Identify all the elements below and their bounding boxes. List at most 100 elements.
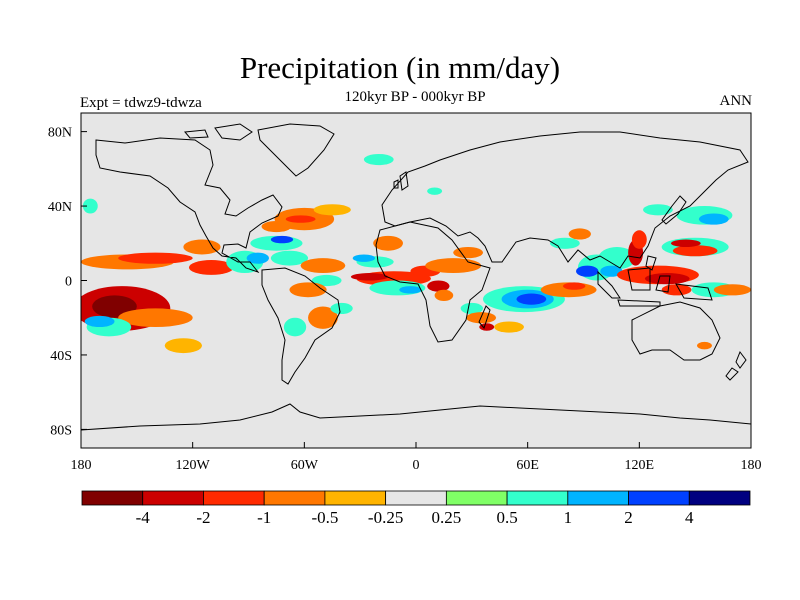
- coast-arctic-islands: [184, 123, 253, 141]
- y-tick-label-1: 40N: [48, 200, 72, 215]
- anomaly-blob-57: [670, 239, 701, 247]
- colorbar-label-9: 4: [685, 508, 694, 527]
- coast-new-zealand: [725, 350, 747, 381]
- colorbar-swatch-8: [567, 490, 629, 506]
- coast-antarctica: [81, 403, 751, 431]
- coast-north-america: [95, 137, 283, 274]
- anomaly-blob-53: [644, 273, 690, 285]
- anomaly-blob-45: [563, 282, 586, 290]
- anomaly-blob-67: [568, 228, 591, 240]
- anomaly-blob-9: [183, 239, 221, 255]
- colorbar-label-3: -0.5: [311, 508, 338, 527]
- plot-title: Precipitation (in mm/day): [239, 50, 561, 85]
- anomaly-blob-34: [434, 289, 454, 301]
- anomaly-blob-5: [84, 315, 115, 328]
- axis-ticks: 180 120W 60W 0 60E 120E 180 80N 40N 0 40S 80S: [48, 126, 762, 473]
- x-tick-label-1: 120W: [176, 458, 211, 473]
- anomaly-blob-17: [285, 215, 316, 223]
- x-tick-label-2: 60W: [291, 458, 319, 473]
- experiment-label: Expt = tdwz9-tdwza: [80, 95, 202, 111]
- anomaly-blob-3: [164, 338, 202, 354]
- colorbar-label-7: 1: [564, 508, 573, 527]
- colorbar-label-1: -2: [196, 508, 210, 527]
- coast-australia: [631, 301, 721, 361]
- coast-greenland: [257, 123, 335, 177]
- anomaly-blob-60: [643, 204, 673, 216]
- x-tick-label-5: 120E: [625, 458, 655, 473]
- colorbar-label-0: -4: [136, 508, 151, 527]
- plot-subtitle: 120kyr BP - 000kyr BP: [344, 89, 486, 105]
- colorbar-label-4: -0.25: [368, 508, 403, 527]
- anomaly-blob-56: [672, 245, 718, 257]
- anomaly-blob-49: [600, 265, 623, 277]
- anomaly-blob-36: [453, 247, 483, 259]
- anomaly-blob-62: [713, 284, 751, 296]
- anomaly-blob-37: [460, 302, 484, 314]
- colorbar-label-2: -1: [257, 508, 271, 527]
- y-tick-label-3: 40S: [50, 349, 72, 364]
- anomaly-blob-48: [598, 246, 636, 270]
- colorbar-swatch-0: [81, 490, 144, 506]
- anomaly-blob-24: [330, 302, 353, 314]
- anomaly-blob-59: [698, 213, 729, 225]
- anomaly-blob-39: [479, 323, 495, 331]
- colorbar-swatch-10: [688, 490, 751, 506]
- anomaly-blob-13: [270, 235, 294, 244]
- anomaly-blob-29: [350, 273, 389, 281]
- coast-japan: [661, 195, 687, 225]
- x-tick-label-6: 180: [741, 458, 762, 473]
- anomaly-blob-51: [631, 230, 647, 249]
- coast-british-isles: [393, 171, 409, 191]
- colorbar-swatch-9: [628, 490, 690, 506]
- anomaly-blob-1: [92, 295, 137, 318]
- anomaly-blob-27: [352, 254, 376, 262]
- anomaly-blob-22: [308, 306, 338, 329]
- anomaly-blob-65: [427, 187, 443, 195]
- coast-africa: [375, 221, 491, 343]
- anomaly-blob-31: [399, 286, 422, 294]
- anomaly-blob-66: [550, 237, 580, 249]
- anomaly-blob-7: [118, 252, 193, 264]
- anomaly-blob-19: [300, 258, 346, 274]
- anomaly-blob-11: [246, 252, 269, 264]
- colorbar-label-5: 0.25: [431, 508, 461, 527]
- anomaly-blob-33: [427, 280, 450, 292]
- colorbar-swatch-3: [263, 490, 326, 506]
- anomaly-blob-40: [494, 321, 524, 333]
- colorbar-label-6: 0.5: [496, 508, 517, 527]
- x-tick-label-4: 60E: [516, 458, 539, 473]
- anomaly-blob-68: [82, 198, 98, 214]
- anomaly-blob-43: [516, 293, 547, 305]
- anomaly-blob-14: [270, 250, 309, 266]
- colorbar-swatch-2: [203, 490, 265, 506]
- colorbar-swatch-7: [506, 490, 569, 506]
- y-tick-label-2: 0: [65, 275, 72, 290]
- anomaly-blob-63: [697, 341, 712, 350]
- anomaly-blob-23: [283, 317, 307, 337]
- coast-south-america: [261, 267, 341, 385]
- y-tick-label-4: 80S: [50, 423, 72, 438]
- anomaly-blob-21: [289, 282, 327, 298]
- x-tick-label-0: 180: [71, 458, 92, 473]
- colorbar-swatch-4: [324, 490, 387, 506]
- anomaly-blob-47: [576, 265, 599, 277]
- colorbar: -4 -2 -1 -0.5 -0.25 0.25 0.5 1 2 4: [81, 490, 751, 527]
- season-label: ANN: [719, 93, 753, 109]
- coast-madagascar: [478, 305, 491, 330]
- colorbar-swatch-1: [142, 490, 204, 506]
- anomaly-blob-64: [363, 153, 394, 166]
- anomaly-blob-2: [118, 308, 193, 328]
- x-tick-label-3: 0: [413, 458, 420, 473]
- colorbar-swatch-6: [445, 490, 508, 506]
- anomaly-blob-25: [373, 235, 403, 251]
- y-tick-label-0: 80N: [48, 126, 72, 141]
- coastlines: [81, 123, 751, 431]
- coast-eurasia: [381, 131, 749, 269]
- anomaly-blob-18: [313, 204, 351, 216]
- anomaly-blob-20: [311, 274, 342, 287]
- anomaly-blob-35: [425, 258, 482, 274]
- colorbar-label-8: 2: [624, 508, 633, 527]
- colorbar-swatch-5: [385, 490, 447, 506]
- anomaly-blob-8: [188, 260, 234, 275]
